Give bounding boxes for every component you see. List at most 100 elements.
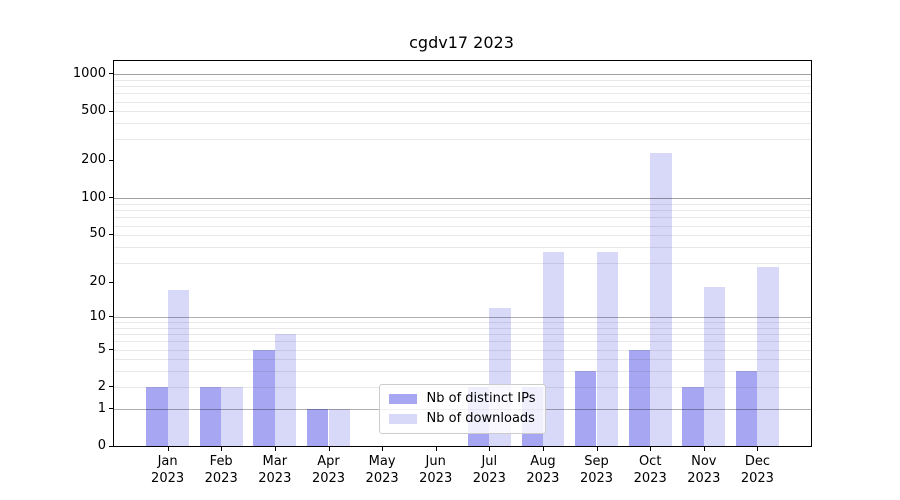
minor-gridline <box>114 203 811 205</box>
x-label-dec: Dec 2023 <box>725 453 789 487</box>
x-label-year: 2023 <box>579 471 614 486</box>
x-tick-may <box>382 446 384 451</box>
major-gridline-1000 <box>114 73 811 75</box>
bar-distinct-ips-jan <box>146 386 168 446</box>
x-label-month: Jun <box>425 454 446 469</box>
y-tick-label-10: 10 <box>89 308 106 324</box>
x-label-year: 2023 <box>311 471 346 486</box>
y-tick-2 <box>109 386 114 388</box>
x-tick-nov <box>703 446 705 451</box>
bar-downloads-mar <box>274 334 297 446</box>
x-tick-feb <box>221 446 223 451</box>
bar-downloads-feb <box>221 386 243 446</box>
bar-downloads-aug <box>542 251 565 446</box>
y-tick-label-200: 200 <box>81 152 106 168</box>
bar-downloads-nov <box>703 287 726 446</box>
x-tick-aug <box>542 446 544 451</box>
y-tick-50 <box>109 233 114 235</box>
bar-distinct-ips-feb <box>199 386 222 446</box>
x-label-year: 2023 <box>365 471 399 486</box>
y-tick-label-0: 0 <box>97 438 106 453</box>
minor-gridline <box>114 341 811 343</box>
y-tick-label-2: 2 <box>97 378 106 394</box>
bar-downloads-jan <box>167 290 189 446</box>
x-label-month: Feb <box>209 454 233 469</box>
x-label-aug: Aug 2023 <box>511 453 575 487</box>
x-label-may: May 2023 <box>350 453 414 487</box>
x-label-jun: Jun 2023 <box>404 453 468 487</box>
minor-gridline <box>114 371 811 373</box>
minor-gridline <box>114 235 811 237</box>
bar-distinct-ips-nov <box>682 386 704 446</box>
bar-downloads-oct <box>650 152 672 446</box>
x-label-feb: Feb 2023 <box>189 453 253 487</box>
x-label-month: Aug <box>530 454 556 469</box>
x-label-mar: Mar 2023 <box>243 453 307 487</box>
legend-label-downloads: Nb of downloads <box>426 411 535 426</box>
minor-gridline <box>114 86 811 87</box>
x-label-oct: Oct 2023 <box>618 453 682 487</box>
bar-downloads-dec <box>757 266 779 446</box>
bar-downloads-sep <box>596 251 618 446</box>
minor-gridline <box>114 225 811 227</box>
minor-gridline <box>114 359 811 361</box>
minor-gridline <box>114 349 811 351</box>
x-tick-oct <box>650 446 652 451</box>
y-tick-label-100: 100 <box>81 189 106 205</box>
x-label-year: 2023 <box>687 471 721 486</box>
x-label-month: Oct <box>638 454 662 469</box>
minor-gridline <box>114 79 811 81</box>
bar-distinct-ips-apr <box>307 408 329 446</box>
y-tick-label-20: 20 <box>89 274 106 289</box>
x-label-year: 2023 <box>472 471 506 486</box>
x-label-apr: Apr 2023 <box>297 453 361 487</box>
x-label-jan: Jan 2023 <box>136 453 200 487</box>
bar-distinct-ips-oct <box>628 349 651 446</box>
minor-gridline <box>114 217 811 219</box>
bar-distinct-ips-sep <box>575 371 597 446</box>
x-label-year: 2023 <box>258 471 292 486</box>
x-tick-jul <box>489 446 491 451</box>
minor-gridline <box>114 334 811 335</box>
minor-gridline <box>114 111 811 113</box>
x-label-year: 2023 <box>526 471 560 486</box>
y-tick-0 <box>109 445 114 447</box>
x-label-month: Dec <box>744 454 770 469</box>
y-tick-5 <box>109 349 114 350</box>
y-tick-label-5: 5 <box>97 341 106 357</box>
x-tick-jun <box>435 446 437 451</box>
major-gridline-100 <box>114 197 811 199</box>
x-label-sep: Sep 2023 <box>565 453 629 487</box>
x-label-month: Nov <box>691 454 717 469</box>
x-label-month: Jul <box>481 454 498 469</box>
minor-gridline <box>114 262 811 264</box>
y-tick-label-500: 500 <box>81 103 106 119</box>
x-label-jul: Jul 2023 <box>457 453 521 487</box>
y-tick-1 <box>109 408 114 410</box>
minor-gridline <box>114 327 811 329</box>
y-tick-100 <box>109 197 114 198</box>
major-gridline-10 <box>114 316 811 318</box>
x-tick-jan <box>167 446 169 451</box>
legend-swatch-distinct-ips <box>388 394 417 404</box>
legend-swatch-downloads <box>388 414 417 424</box>
y-tick-20 <box>109 281 114 283</box>
legend-item-downloads: Nb of downloads <box>388 411 536 426</box>
x-label-year: 2023 <box>204 471 238 486</box>
legend-label-distinct-ips: Nb of distinct IPs <box>426 391 536 406</box>
x-label-year: 2023 <box>419 471 453 486</box>
minor-gridline <box>114 74 811 75</box>
minor-gridline <box>114 247 811 249</box>
y-tick-10 <box>109 316 114 318</box>
x-label-month: Jan <box>157 454 178 469</box>
minor-gridline <box>114 93 811 95</box>
bar-distinct-ips-dec <box>735 371 758 446</box>
plot-area: Nb of distinct IPs Nb of downloads Jan 20… <box>73 60 812 486</box>
y-tick-1000 <box>109 73 114 75</box>
y-tick-label-1: 1 <box>97 400 106 416</box>
x-tick-sep <box>596 446 598 451</box>
x-label-year: 2023 <box>633 471 667 486</box>
minor-gridline <box>114 123 811 125</box>
minor-gridline <box>114 198 811 199</box>
